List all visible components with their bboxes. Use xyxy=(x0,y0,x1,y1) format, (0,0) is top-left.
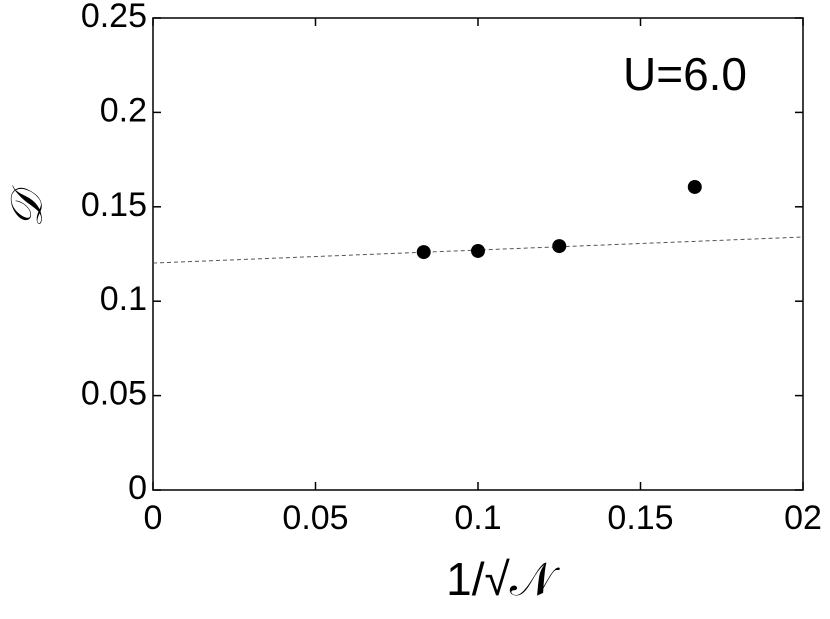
x-tick-label: 0.05 xyxy=(282,499,348,537)
y-tick-label: 0 xyxy=(128,469,147,507)
data-point xyxy=(687,179,702,194)
y-tick-label: 0.25 xyxy=(81,0,147,35)
x-axis-label: 1/√𝒩 xyxy=(446,553,561,605)
y-axis-label: 𝒟 xyxy=(3,185,52,228)
y-tick-label: 0.15 xyxy=(81,186,147,224)
x-tick-label: 0.1 xyxy=(454,499,501,537)
data-point xyxy=(552,239,567,254)
data-point xyxy=(416,245,431,260)
x-tick-label: 02 xyxy=(784,499,822,537)
y-tick-label: 0.1 xyxy=(100,280,147,318)
y-tick-label: 0.05 xyxy=(81,375,147,413)
x-tick-label: 0 xyxy=(144,499,163,537)
data-point xyxy=(471,243,485,258)
annotation: U=6.0 xyxy=(623,48,747,100)
x-tick-label: 0.15 xyxy=(607,499,673,537)
y-tick-label: 0.2 xyxy=(100,91,147,129)
